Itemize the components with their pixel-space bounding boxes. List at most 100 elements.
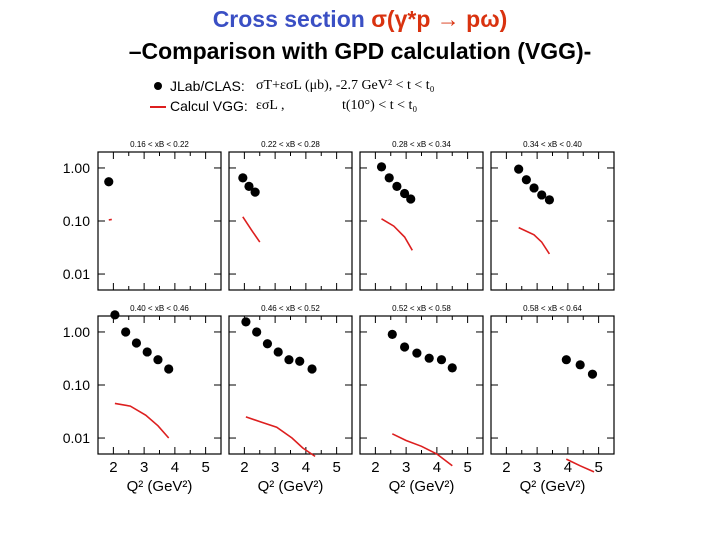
title-formula: σ(γ*p → pω) xyxy=(371,6,508,32)
data-point xyxy=(514,164,524,174)
data-point xyxy=(575,360,585,370)
x-tick-label: 3 xyxy=(402,459,410,476)
panel-7: 0.52 < xB < 0.58 2 3 4 5 Q² (GeV²) xyxy=(359,304,484,495)
panel-label: 0.16 < xB < 0.22 xyxy=(130,140,189,149)
data-point xyxy=(406,194,416,204)
data-point xyxy=(262,339,273,349)
panel-label: 0.40 < xB < 0.46 xyxy=(130,304,189,313)
x-tick-label: 4 xyxy=(171,459,179,476)
legend-data-label: JLab/CLAS: xyxy=(170,78,245,94)
panel-frame xyxy=(228,151,353,291)
x-tick-label: 4 xyxy=(433,459,441,476)
data-point xyxy=(273,347,283,357)
panel-4: 0.34 < xB < 0.40 xyxy=(490,140,615,291)
data-point xyxy=(399,188,410,199)
x-tick-label: 2 xyxy=(240,459,248,476)
panel-5: 0.40 < xB < 0.46 1.00 0.10 0.01 2 3 4 5 Q² (GeV²… xyxy=(63,304,222,495)
x-tick-label: 3 xyxy=(140,459,148,476)
data-point xyxy=(104,177,114,187)
panel-label: 0.34 < xB < 0.40 xyxy=(523,140,582,149)
x-tick-label: 2 xyxy=(371,459,379,476)
data-point xyxy=(587,369,598,379)
data-point xyxy=(392,181,402,191)
panel-frame xyxy=(490,315,615,455)
x-tick-label: 5 xyxy=(201,459,209,476)
panel-label: 0.28 < xB < 0.34 xyxy=(392,140,451,149)
data-point xyxy=(561,355,571,365)
legend-model-line xyxy=(150,106,166,108)
data-point xyxy=(447,363,457,373)
panel-6: 0.46 < xB < 0.52 2 3 4 5 Q² (GeV²) xyxy=(228,304,353,495)
legend-model-formula: εσL , xyxy=(256,98,285,113)
data-point xyxy=(153,355,163,365)
data-point xyxy=(529,183,539,193)
panel-8: 0.58 < xB < 0.64 2 3 4 5 Q² (GeV²) xyxy=(490,304,615,495)
x-tick-label: 3 xyxy=(271,459,279,476)
data-point xyxy=(436,355,447,365)
legend-model-label: Calcul VGG: xyxy=(170,98,248,114)
data-point xyxy=(537,190,547,200)
data-point xyxy=(399,342,410,352)
y-tick-label: 0.01 xyxy=(63,430,90,446)
y-tick-label: 1.00 xyxy=(63,324,90,340)
model-curve xyxy=(518,226,551,255)
model-curve xyxy=(391,433,453,467)
y-tick-label: 0.10 xyxy=(63,377,90,393)
x-tick-label: 2 xyxy=(109,459,117,476)
panel-frame xyxy=(228,315,353,455)
data-point xyxy=(164,364,174,374)
data-point xyxy=(252,327,262,337)
x-axis-title: Q² (GeV²) xyxy=(258,478,324,495)
panel-frame xyxy=(359,315,484,455)
y-tick-label: 0.01 xyxy=(63,266,90,282)
data-point xyxy=(307,364,317,374)
slide-subtitle: –Comparison with GPD calculation (VGG)- xyxy=(128,38,592,64)
data-point xyxy=(384,173,394,183)
panel-frame xyxy=(359,151,484,291)
x-axis-title: Q² (GeV²) xyxy=(389,478,455,495)
model-curve xyxy=(108,218,112,221)
legend-data-marker xyxy=(154,82,162,90)
data-point xyxy=(110,310,120,320)
x-tick-label: 4 xyxy=(302,459,310,476)
data-point xyxy=(295,356,305,366)
panel-3: 0.28 < xB < 0.34 xyxy=(359,140,484,291)
panel-frame xyxy=(490,151,615,291)
data-point xyxy=(131,338,142,348)
data-point xyxy=(241,317,251,327)
data-point xyxy=(521,175,531,185)
data-point xyxy=(244,181,254,191)
x-axis-title: Q² (GeV²) xyxy=(127,478,193,495)
y-tick-label: 1.00 xyxy=(63,160,90,176)
panel-frame xyxy=(97,151,222,291)
data-point xyxy=(142,347,152,357)
data-point xyxy=(121,327,131,337)
data-point xyxy=(284,355,294,365)
data-point xyxy=(424,353,434,363)
x-tick-label: 3 xyxy=(533,459,541,476)
x-tick-label: 2 xyxy=(502,459,510,476)
panel-label: 0.58 < xB < 0.64 xyxy=(523,304,582,313)
data-point xyxy=(250,187,260,197)
panel-2: 0.22 < xB < 0.28 xyxy=(228,140,353,291)
model-curve xyxy=(381,218,413,251)
title-prefix: Cross section xyxy=(212,6,372,32)
model-curve xyxy=(242,216,261,243)
x-tick-label: 5 xyxy=(332,459,340,476)
x-tick-label: 5 xyxy=(594,459,602,476)
model-curve xyxy=(114,402,170,439)
y-tick-label: 0.10 xyxy=(63,213,90,229)
legend-model-range: t(10°) < t < t₀ xyxy=(342,98,418,113)
data-point xyxy=(387,329,397,339)
panel-label: 0.22 < xB < 0.28 xyxy=(261,140,320,149)
legend-data-formula: σT+εσL (μb), -2.7 GeV² < t < t₀ xyxy=(256,78,435,93)
x-tick-label: 4 xyxy=(564,459,572,476)
data-point xyxy=(376,162,387,172)
panel-label: 0.52 < xB < 0.58 xyxy=(392,304,451,313)
data-point xyxy=(238,173,248,183)
data-point xyxy=(412,348,422,358)
data-point xyxy=(544,195,555,205)
panel-1: 0.16 < xB < 0.22 1.00 0.10 0.01 xyxy=(63,140,222,291)
model-curve xyxy=(565,458,595,473)
